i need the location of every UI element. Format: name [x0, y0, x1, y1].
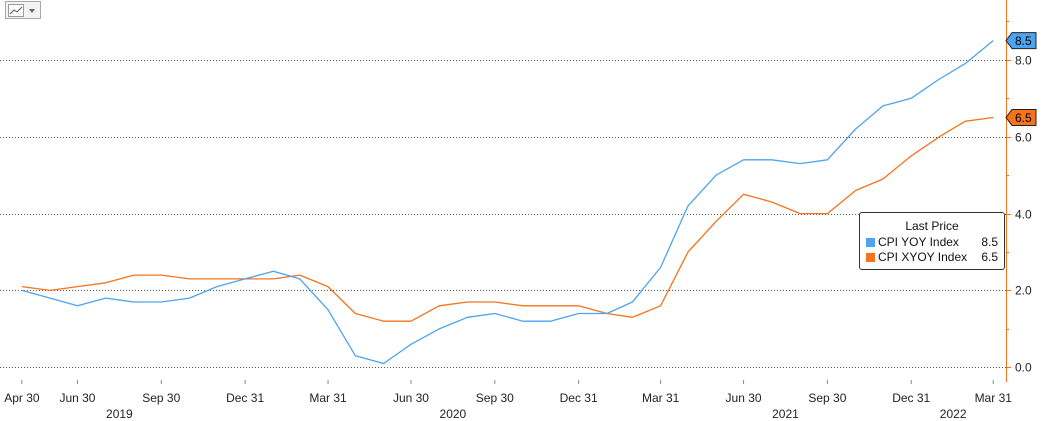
caret-down-icon [29, 9, 35, 13]
legend-swatch [866, 253, 875, 262]
last-value-tags: 8.5 6.5 [1005, 32, 1037, 126]
x-tick-label: Dec 31 [892, 391, 930, 405]
x-tick-label: Dec 31 [226, 391, 264, 405]
y-tick-label: 6.0 [1015, 131, 1032, 145]
x-tick-label: Apr 30 [4, 391, 40, 405]
x-year-label: 2020 [440, 407, 467, 421]
x-tick-label: Mar 31 [309, 391, 347, 405]
last-value-tag [1005, 108, 1037, 126]
legend-swatch [866, 238, 875, 247]
last-value-label: 6.5 [1015, 111, 1032, 125]
legend-title: Last Price [905, 219, 959, 233]
x-axis: Apr 30 Jun 30 Sep 30 Dec 31 Mar 31 Jun 30 Sep … [4, 380, 1012, 421]
x-tick-label: Mar 31 [975, 391, 1013, 405]
y-axis: 0.0 2.0 4.0 6.0 8.0 [1006, 0, 1032, 382]
legend-entry-value: 6.5 [981, 250, 998, 264]
series-line-cpi-yoy [21, 40, 994, 365]
legend-entry-name: CPI YOY Index [878, 235, 959, 249]
x-tick-label: Jun 30 [59, 391, 95, 405]
x-tick-label: Sep 30 [476, 391, 514, 405]
legend-entry-cpi-yoy: CPI YOY Index 8.5 [866, 235, 1004, 250]
last-value-label: 8.5 [1015, 34, 1032, 48]
legend: Last Price CPI YOY Index 8.5 CPI XYOY In… [859, 212, 1005, 270]
y-tick-label: 4.0 [1015, 208, 1032, 222]
x-tick-label: Sep 30 [808, 391, 846, 405]
line-chart-icon [8, 4, 35, 17]
y-tick-label: 0.0 [1015, 361, 1032, 375]
x-year-label: 2021 [772, 407, 799, 421]
y-tick-label: 8.0 [1015, 54, 1032, 68]
x-year-label: 2022 [940, 407, 967, 421]
x-tick-label: Sep 30 [142, 391, 180, 405]
series-line-cpi-xyoy [21, 116, 994, 322]
legend-entry-name: CPI XYOY Index [878, 250, 968, 264]
series-lines [21, 40, 994, 365]
x-tick-label: Dec 31 [560, 391, 598, 405]
x-tick-label: Mar 31 [642, 391, 680, 405]
last-value-tag [1005, 32, 1037, 50]
legend-entry-cpi-xyoy: CPI XYOY Index 6.5 [866, 250, 1004, 265]
gridlines [0, 60, 1006, 368]
x-tick-label: Jun 30 [393, 391, 429, 405]
x-tick-label: Jun 30 [726, 391, 762, 405]
x-year-label: 2019 [106, 407, 133, 421]
chart-type-button[interactable] [5, 1, 41, 19]
legend-entry-value: 8.5 [981, 235, 998, 249]
y-tick-label: 2.0 [1015, 284, 1032, 298]
